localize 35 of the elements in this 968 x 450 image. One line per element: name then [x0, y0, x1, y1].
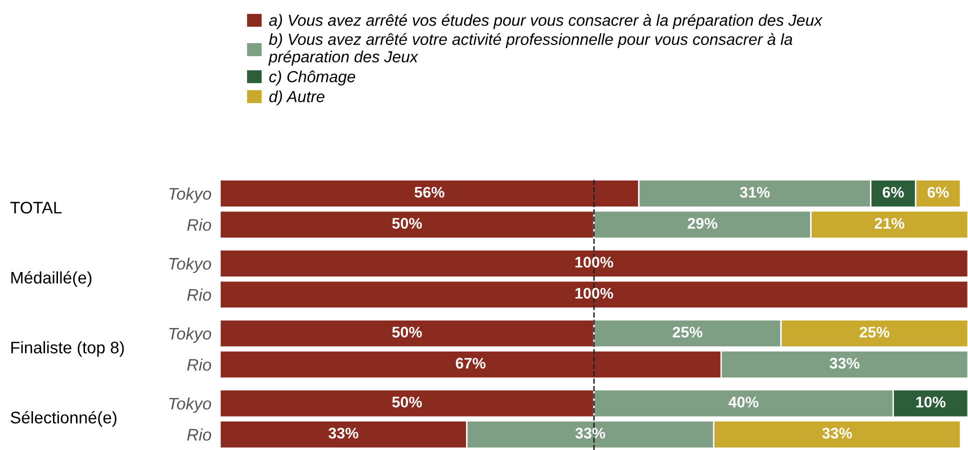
legend-label: a) Vous avez arrêté vos études pour vous consacrer à la préparation des Jeux	[269, 14, 823, 30]
y-tick-label: Tokyo	[169, 327, 212, 343]
data-label: 100%	[575, 256, 614, 268]
data-label: 33%	[830, 358, 860, 369]
data-label: 33%	[328, 428, 358, 439]
data-label: 40%	[728, 396, 758, 408]
legend-label: c) Chômage	[269, 70, 356, 86]
y-tick-label: Tokyo	[169, 257, 212, 273]
text: TOTAL	[10, 202, 62, 214]
data-label: 25%	[672, 326, 702, 338]
legend-label: d) Autre	[269, 90, 324, 106]
data-label: 33%	[575, 428, 606, 439]
data-label: 100%	[575, 288, 614, 299]
y-tick-label: Rio	[187, 428, 212, 441]
data-label: 10%	[916, 396, 946, 408]
data-label: 50%	[392, 326, 422, 338]
data-label: 25%	[860, 326, 890, 338]
data-label: 67%	[456, 358, 486, 369]
y-tick-label: Rio	[187, 288, 212, 301]
data-label: 21%	[874, 218, 904, 229]
data-label: 6%	[928, 186, 949, 198]
data-label: 56%	[414, 186, 444, 198]
y-tick-label: Rio	[187, 358, 212, 371]
data-label: 29%	[688, 218, 718, 229]
data-label: 6%	[882, 186, 904, 198]
text: Sélectionné(e)	[10, 411, 116, 427]
data-label: 31%	[740, 186, 770, 198]
y-tick-label: Rio	[187, 218, 212, 231]
data-label: 33%	[822, 428, 852, 439]
text: Médaillé(e)	[11, 271, 92, 287]
y-tick-label: Tokyo	[169, 188, 212, 204]
text: Finaliste (top 8)	[11, 341, 124, 357]
data-label: 50%	[392, 396, 422, 408]
y-tick-label: Tokyo	[169, 397, 212, 413]
data-label: 50%	[392, 218, 422, 229]
